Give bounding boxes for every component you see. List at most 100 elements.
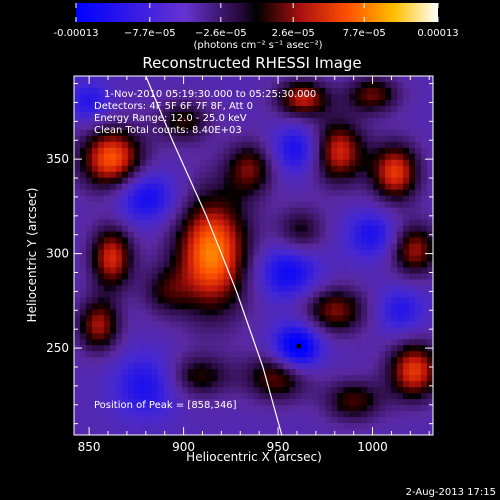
heatmap-cell [343,81,350,89]
heatmap-cell [121,249,129,257]
heatmap-cell [133,141,141,149]
heatmap-cell [74,285,81,292]
heatmap-cell [427,375,433,382]
heatmap-cell [259,375,267,382]
heatmap-cell [391,309,398,316]
heatmap-cell [271,183,279,191]
heatmap-cell [193,147,201,155]
heatmap-cell [121,327,129,334]
heatmap-cell [391,171,398,179]
heatmap-cell [85,309,93,316]
heatmap-cell [319,399,326,406]
heatmap-cell [205,117,213,125]
heatmap-cell [385,357,392,364]
heatmap-cell [205,303,213,310]
heatmap-cell [301,363,308,370]
heatmap-cell [187,231,195,239]
heatmap-cell [235,279,243,287]
heatmap-cell [355,327,362,334]
heatmap-cell [283,243,290,251]
heatmap-cell [103,207,111,215]
heatmap-cell [415,195,422,203]
heatmap-cell [235,207,243,215]
heatmap-cell [193,171,201,179]
heatmap-cell [217,273,225,281]
heatmap-cell [115,339,123,346]
heatmap-cell [325,321,332,328]
heatmap-cell [349,327,356,334]
heatmap-cell [91,243,99,251]
heatmap-cell [103,243,111,251]
heatmap-cell [301,261,308,269]
heatmap-cell [271,357,279,364]
heatmap-cell [379,147,386,155]
heatmap-cell [175,129,183,137]
heatmap-cell [415,231,422,239]
heatmap-cell [295,177,302,185]
heatmap-cell [91,213,99,221]
heatmap-cell [283,321,290,328]
heatmap-cell [133,339,141,346]
heatmap-cell [427,273,433,281]
heatmap-cell [139,267,147,275]
heatmap-cell [205,93,213,101]
heatmap-cell [277,273,285,281]
heatmap-cell [277,327,285,334]
heatmap-cell [74,255,81,263]
heatmap-cell [193,321,201,328]
heatmap-cell [427,189,433,197]
heatmap-cell [163,393,171,400]
heatmap-cell [223,159,231,167]
heatmap-cell [74,177,81,185]
heatmap-cell [361,207,368,215]
heatmap-cell [361,99,368,107]
heatmap-cell [109,273,117,281]
heatmap-cell [253,351,261,358]
heatmap-cell [289,369,296,376]
heatmap-cell [403,231,410,239]
heatmap-cell [409,339,416,346]
heatmap-cell [307,249,314,257]
heatmap-cell [301,255,308,263]
heatmap-cell [199,243,207,251]
heatmap-cell [139,147,147,155]
heatmap-cell [217,129,225,137]
heatmap-cell [277,303,285,310]
heatmap-cell [265,429,273,435]
heatmap-cell [421,87,428,95]
heatmap-cell [343,399,350,406]
heatmap-cell [175,147,183,155]
heatmap-cell [74,417,81,424]
heatmap-cell [79,111,87,119]
heatmap-cell [175,189,183,197]
heatmap-cell [319,393,326,400]
heatmap-cell [127,87,135,95]
heatmap-cell [211,93,219,101]
heatmap-cell [313,393,320,400]
heatmap-cell [313,351,320,358]
heatmap-cell [259,249,267,257]
heatmap-cell [121,87,129,95]
heatmap-cell [151,111,159,119]
heatmap-cell [133,201,141,209]
heatmap-cell [379,423,386,430]
heatmap-cell [301,393,308,400]
heatmap-cell [301,111,308,119]
heatmap-cell [79,87,87,95]
heatmap-cell [145,135,153,143]
heatmap-cell [133,255,141,263]
heatmap-cell [403,285,410,292]
heatmap-cell [169,393,177,400]
heatmap-cell [157,429,165,435]
heatmap-cell [79,213,87,221]
heatmap-cell [409,153,416,161]
heatmap-cell [289,249,296,257]
heatmap-cell [253,327,261,334]
heatmap-cell [355,429,362,435]
heatmap-cell [97,345,105,352]
heatmap-cell [373,177,380,185]
heatmap-cell [145,189,153,197]
heatmap-cell [265,327,273,334]
heatmap-cell [103,99,111,107]
heatmap-cell [85,321,93,328]
